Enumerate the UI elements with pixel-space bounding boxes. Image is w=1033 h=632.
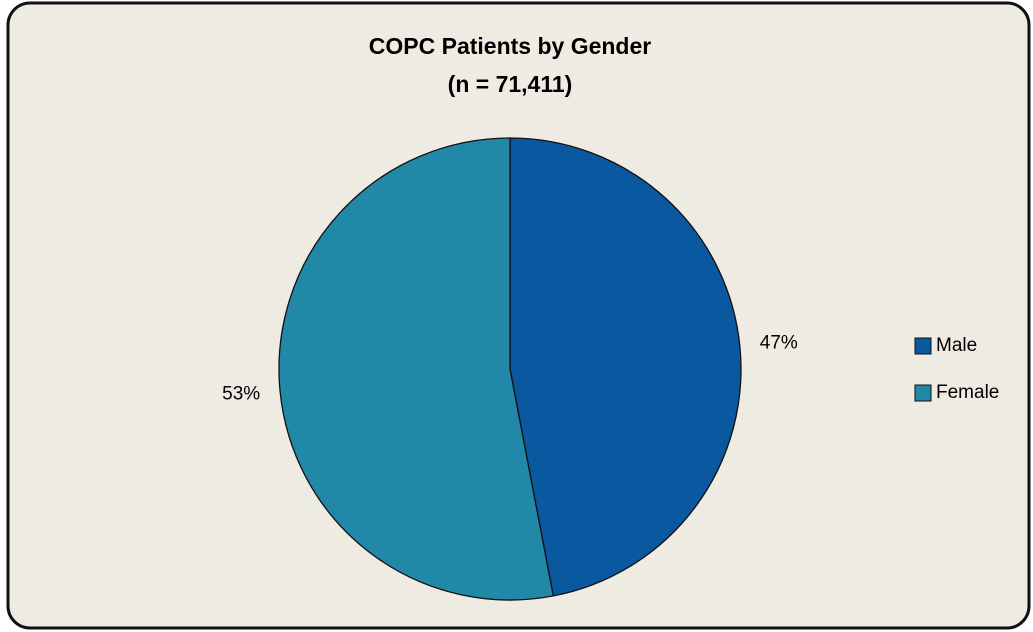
legend-swatch	[914, 337, 932, 355]
pie-slice	[509, 137, 742, 597]
data-label: 47%	[760, 333, 798, 354]
chart-subtitle: (n = 71,411)	[448, 71, 573, 97]
pie-slice	[278, 137, 555, 601]
legend-label: Male	[936, 335, 977, 356]
legend-swatch	[914, 384, 932, 402]
chart-title: COPC Patients by Gender	[369, 33, 652, 59]
legend-label: Female	[936, 382, 999, 403]
data-label: 53%	[222, 383, 260, 404]
